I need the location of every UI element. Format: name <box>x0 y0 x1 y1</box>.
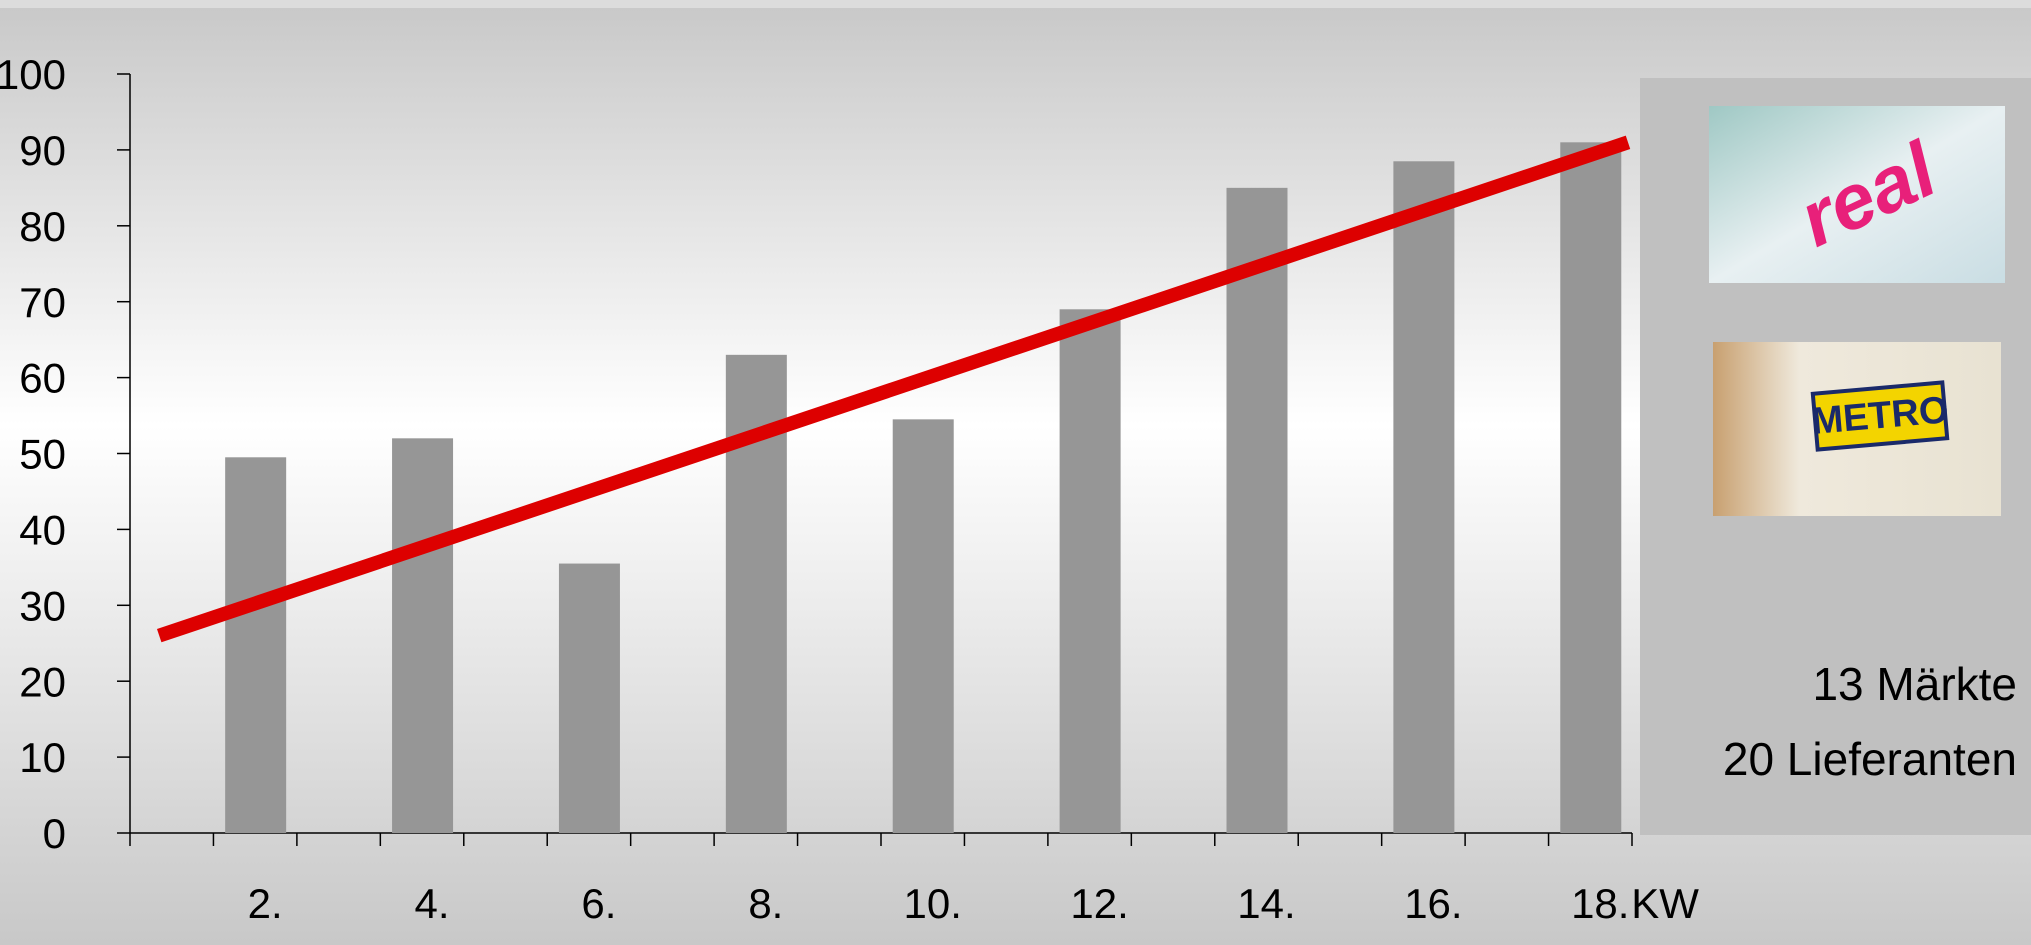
trend-line <box>156 135 1631 643</box>
x-tick-label: 6. <box>581 880 616 927</box>
y-tick-label: 80 <box>19 203 66 250</box>
metro-badge <box>1810 380 1950 452</box>
y-tick-label: 50 <box>19 431 66 478</box>
y-tick-label: 20 <box>19 658 66 705</box>
x-tick-label: 8. <box>748 880 783 927</box>
y-tick-label: 90 <box>19 127 66 174</box>
y-tick-label: 70 <box>19 279 66 326</box>
panel-text: 13 Märkte <box>1812 658 2017 710</box>
x-tick-label: 18. <box>1571 880 1629 927</box>
bar <box>892 419 954 833</box>
y-tick-label: 100 <box>0 51 66 98</box>
y-tick-label: 10 <box>19 734 66 781</box>
y-tick-label: 40 <box>19 506 66 553</box>
y-tick-label: 60 <box>19 355 66 402</box>
y-tick-label: 0 <box>43 810 66 857</box>
x-tick-label: 12. <box>1070 880 1128 927</box>
bar <box>1560 142 1622 833</box>
x-tick-label: 14. <box>1237 880 1295 927</box>
real-logo-image <box>1709 106 2005 283</box>
bar <box>1393 161 1455 833</box>
x-tick-label: 4. <box>415 880 450 927</box>
bar <box>225 457 287 833</box>
x-tick-label: 16. <box>1404 880 1462 927</box>
panel-text: 20 Lieferanten <box>1723 733 2017 785</box>
y-tick-label: 30 <box>19 582 66 629</box>
bar <box>1059 309 1121 833</box>
bar <box>392 438 454 833</box>
bar <box>558 563 620 833</box>
bar <box>1226 187 1288 834</box>
x-tick-label: 10. <box>904 880 962 927</box>
top-strip <box>0 0 2031 8</box>
x-tick-label: 2. <box>248 880 283 927</box>
x-axis-label: KW <box>1631 880 1699 927</box>
